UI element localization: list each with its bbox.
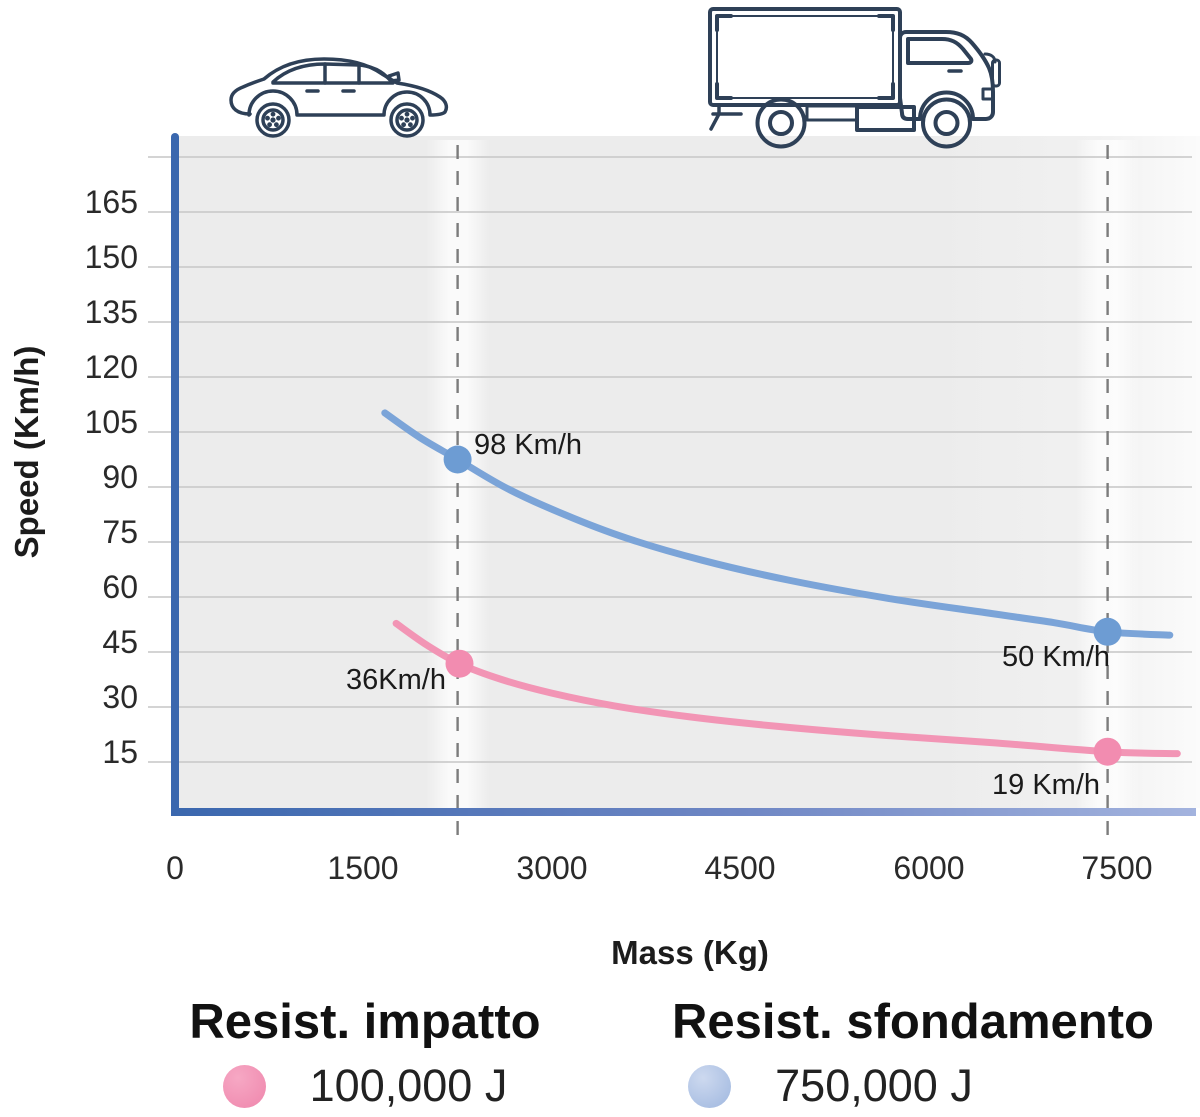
marker-1	[1093, 617, 1122, 646]
gridlines	[148, 156, 1192, 763]
legend-item-impatto: Resist. impatto 100,000 J	[150, 996, 580, 1112]
marker-2	[445, 649, 474, 678]
y-tick-label-15: 15	[102, 734, 138, 770]
y-tick-label-135: 135	[84, 294, 138, 330]
y-tick-label-45: 45	[102, 624, 138, 660]
curves	[381, 409, 1181, 758]
y-tick-label-60: 60	[102, 569, 138, 605]
point-label-2: 36Km/h	[346, 664, 446, 696]
car-icon	[220, 50, 457, 142]
legend-dot-pink-icon	[222, 1064, 266, 1108]
x-tick-label-3000: 3000	[516, 850, 588, 886]
y-tick-label-165: 165	[84, 184, 138, 220]
y-tick-label-75: 75	[102, 514, 138, 550]
y-axis-title: Speed (Km/h)	[8, 345, 45, 559]
point-label-1: 50 Km/h	[1002, 641, 1110, 673]
legend: Resist. impatto 100,000 J Resist. sfonda…	[0, 996, 1200, 1117]
x-tick-label-0: 0	[166, 850, 184, 886]
x-axis-title: Mass (Kg)	[611, 934, 769, 971]
y-tick-label-150: 150	[84, 239, 138, 275]
y-tick-label-90: 90	[102, 459, 138, 495]
legend-value-sfondamento: 750,000 J	[775, 1060, 973, 1111]
legend-row-sfondamento: 750,000 J	[648, 1060, 1178, 1112]
data-point-markers	[443, 445, 1122, 766]
point-label-3: 19 Km/h	[992, 769, 1100, 801]
plot-background	[176, 136, 1200, 808]
y-tick-label-30: 30	[102, 679, 138, 715]
legend-title-impatto: Resist. impatto	[189, 995, 541, 1049]
legend-dot-blue-icon	[688, 1064, 732, 1108]
x-tick-label-1500: 1500	[327, 850, 399, 886]
marker-0	[443, 445, 472, 474]
axes	[171, 133, 1196, 816]
guide-lines	[456, 145, 1109, 843]
x-tick-label-4500: 4500	[704, 850, 776, 886]
legend-value-impatto: 100,000 J	[309, 1060, 508, 1111]
point-label-0: 98 Km/h	[474, 429, 582, 461]
legend-row-impatto: 100,000 J	[150, 1060, 580, 1112]
marker-3	[1093, 737, 1122, 766]
truck-icon	[703, 2, 1003, 150]
legend-item-sfondamento: Resist. sfondamento 750,000 J	[648, 996, 1178, 1112]
x-tick-label-7500: 7500	[1081, 850, 1153, 886]
legend-title-sfondamento: Resist. sfondamento	[672, 995, 1154, 1049]
x-tick-label-6000: 6000	[893, 850, 965, 886]
y-tick-label-120: 120	[84, 349, 138, 385]
y-tick-label-105: 105	[84, 404, 138, 440]
